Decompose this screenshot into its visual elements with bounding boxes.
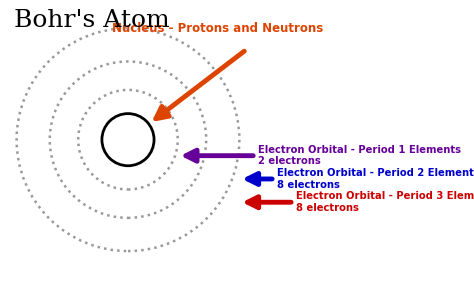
Text: Electron Orbital - Period 1 Elements
2 electrons: Electron Orbital - Period 1 Elements 2 e…	[258, 145, 461, 166]
Text: Electron Orbital - Period 3 Elements
8 electrons: Electron Orbital - Period 3 Elements 8 e…	[296, 191, 474, 213]
Text: Bohr's Atom: Bohr's Atom	[14, 9, 170, 32]
Text: Electron Orbital - Period 2 Elements
8 electrons: Electron Orbital - Period 2 Elements 8 e…	[277, 168, 474, 190]
Text: Nucleus - Protons and Neutrons: Nucleus - Protons and Neutrons	[112, 22, 324, 35]
